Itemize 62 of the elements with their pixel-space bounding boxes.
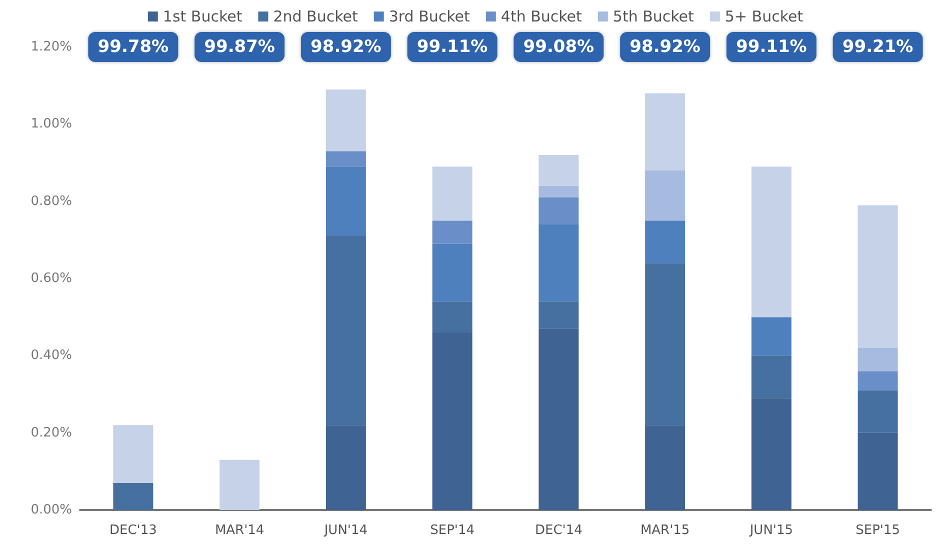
bar xyxy=(645,263,686,426)
bar xyxy=(858,371,898,390)
bar xyxy=(858,432,898,510)
legend-label: 4th Bucket xyxy=(500,8,582,26)
annotation: 99.11% xyxy=(416,37,488,57)
annotation: 99.87% xyxy=(204,37,275,57)
bar xyxy=(538,328,579,510)
bar xyxy=(326,425,366,510)
bar xyxy=(113,425,154,483)
bar xyxy=(645,220,686,264)
bar xyxy=(432,244,472,302)
legend-label: 5+ Bucket xyxy=(724,8,804,26)
bar xyxy=(858,205,898,348)
annotation: 98.92% xyxy=(630,37,700,57)
bar xyxy=(858,390,898,433)
x-tick-label: SEP'14 xyxy=(430,523,475,538)
y-tick-label: 0.80% xyxy=(30,194,72,209)
bar xyxy=(751,356,792,398)
bar xyxy=(751,398,792,510)
bar xyxy=(326,151,366,167)
y-tick-label: 1.00% xyxy=(30,116,72,132)
bar xyxy=(645,93,686,170)
bar xyxy=(326,89,366,152)
annotation: 99.11% xyxy=(736,37,807,57)
legend-label: 3rd Bucket xyxy=(388,8,470,26)
bar xyxy=(538,197,579,224)
bar xyxy=(538,302,579,329)
y-tick-label: 0.20% xyxy=(30,425,72,440)
bar xyxy=(538,224,579,302)
x-tick-label: JUN'14 xyxy=(323,523,368,538)
bar xyxy=(538,186,579,198)
bar xyxy=(751,317,792,356)
bar xyxy=(645,170,686,221)
bar xyxy=(432,220,472,244)
x-tick-label: MAR'15 xyxy=(640,523,690,538)
bar xyxy=(113,482,154,510)
bar xyxy=(645,425,686,510)
annotation: 99.21% xyxy=(842,37,914,57)
y-tick-label: 1.20% xyxy=(30,40,72,54)
bar xyxy=(538,155,579,186)
legend-label: 2nd Bucket xyxy=(273,8,358,26)
y-tick-label: 0.60% xyxy=(30,271,72,286)
bar xyxy=(326,236,366,426)
annotation: 99.78% xyxy=(98,37,169,57)
bar xyxy=(220,460,260,510)
y-tick-label: 0.40% xyxy=(30,348,72,364)
x-tick-label: MAR'14 xyxy=(214,523,264,538)
bar xyxy=(432,166,472,221)
bar xyxy=(326,166,366,236)
annotation: 98.92% xyxy=(310,37,382,57)
annotation: 99.08% xyxy=(523,37,594,57)
y-tick-label: 0.00% xyxy=(30,502,72,518)
legend-label: 1st Bucket xyxy=(162,8,242,26)
bar xyxy=(432,332,472,510)
bar xyxy=(432,302,472,333)
x-tick-label: DEC'14 xyxy=(534,523,582,538)
x-tick-label: SEP'15 xyxy=(856,523,900,538)
bar xyxy=(751,166,792,318)
legend-label: 5th Bucket xyxy=(612,8,694,26)
x-tick-label: DEC'13 xyxy=(109,523,157,538)
x-tick-label: JUN'15 xyxy=(748,523,794,538)
bar xyxy=(858,348,898,372)
